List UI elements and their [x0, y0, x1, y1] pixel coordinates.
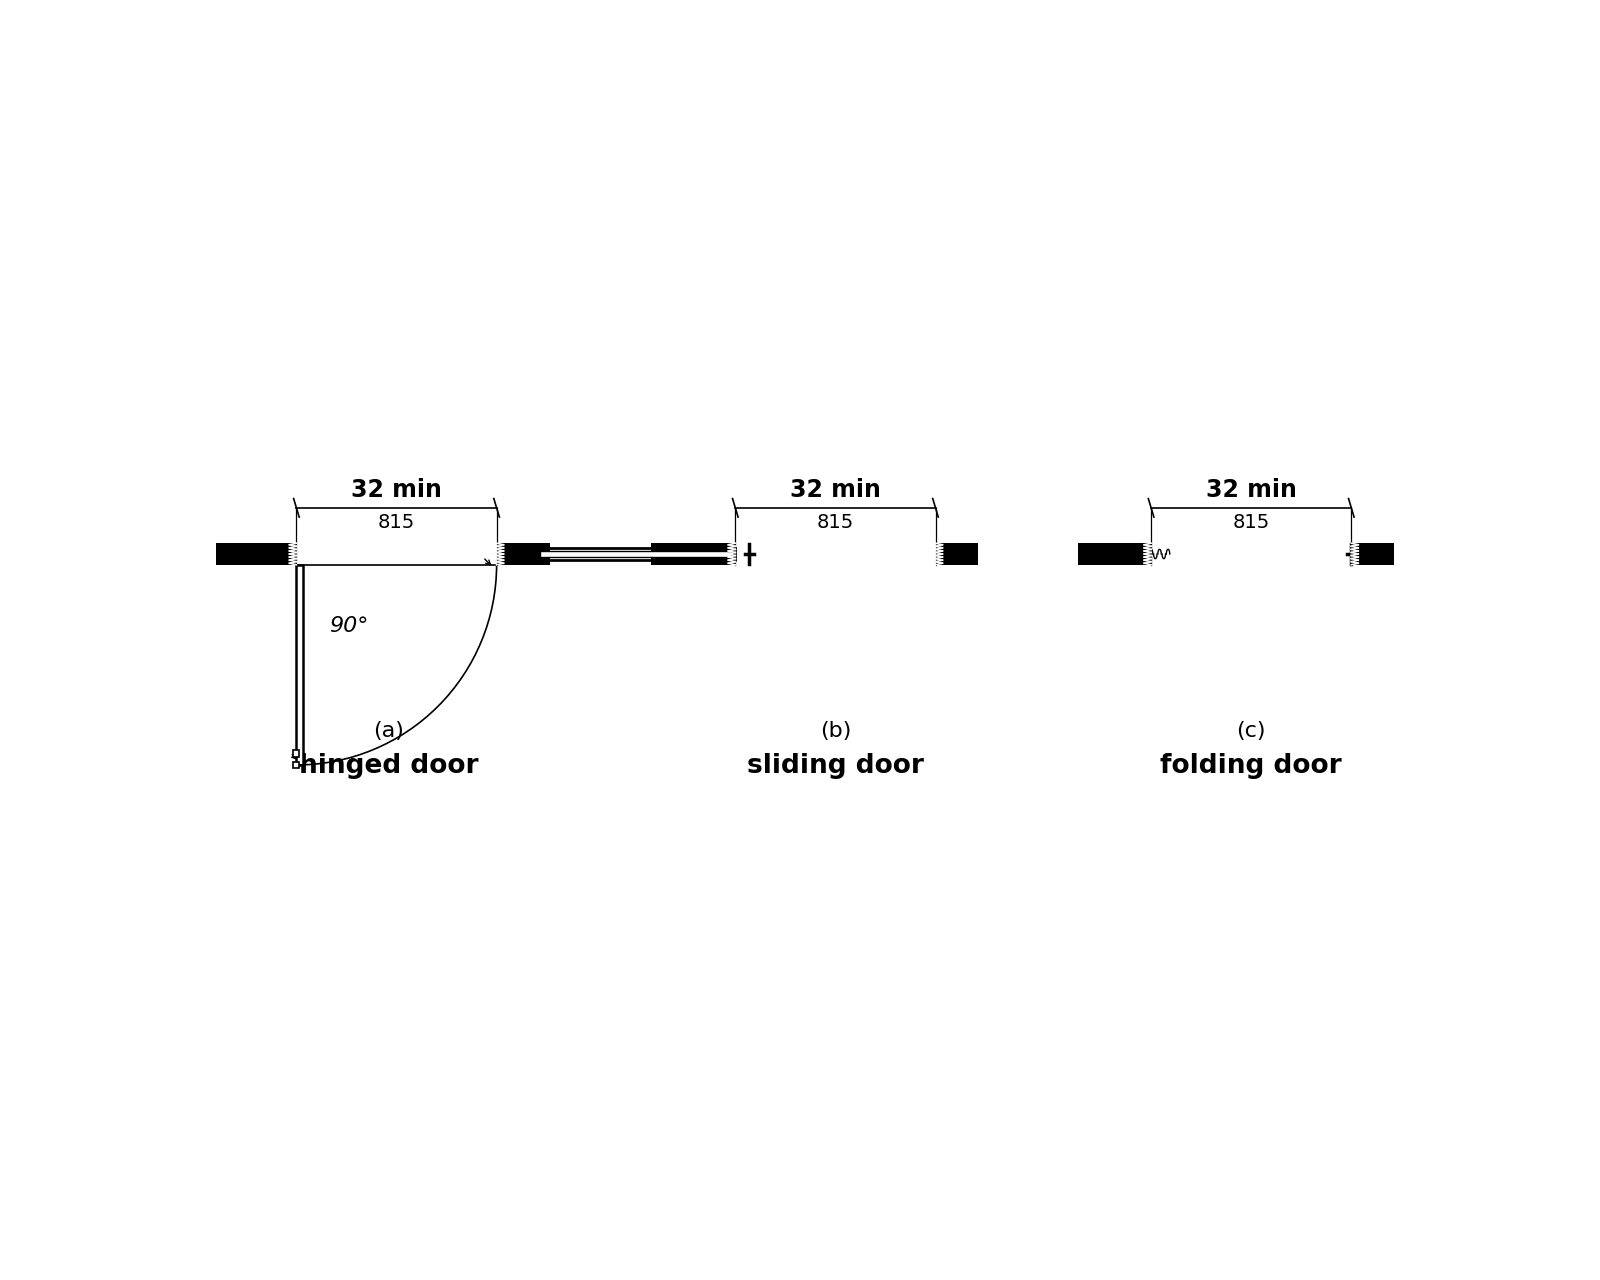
Bar: [1352, 543, 1394, 564]
Text: (b): (b): [819, 721, 851, 741]
Bar: [293, 762, 299, 768]
Text: (a): (a): [373, 721, 405, 741]
Text: folding door: folding door: [1160, 753, 1342, 778]
Bar: [296, 564, 304, 765]
Text: 90°: 90°: [328, 617, 368, 636]
Text: sliding door: sliding door: [747, 753, 923, 778]
Text: 815: 815: [816, 513, 854, 532]
Bar: [293, 750, 299, 756]
Bar: [534, 548, 736, 559]
Bar: [936, 543, 978, 564]
Bar: [216, 543, 296, 564]
Text: (c): (c): [1237, 721, 1266, 741]
Text: 32 min: 32 min: [790, 479, 882, 503]
Bar: [539, 550, 731, 558]
Text: 32 min: 32 min: [350, 479, 442, 503]
Text: 32 min: 32 min: [1206, 479, 1296, 503]
Text: 815: 815: [378, 513, 414, 532]
Bar: [496, 543, 550, 564]
Text: 815: 815: [1232, 513, 1270, 532]
Bar: [1122, 548, 1150, 561]
Bar: [651, 543, 736, 564]
Text: hinged door: hinged door: [299, 753, 478, 778]
Bar: [1078, 543, 1150, 564]
